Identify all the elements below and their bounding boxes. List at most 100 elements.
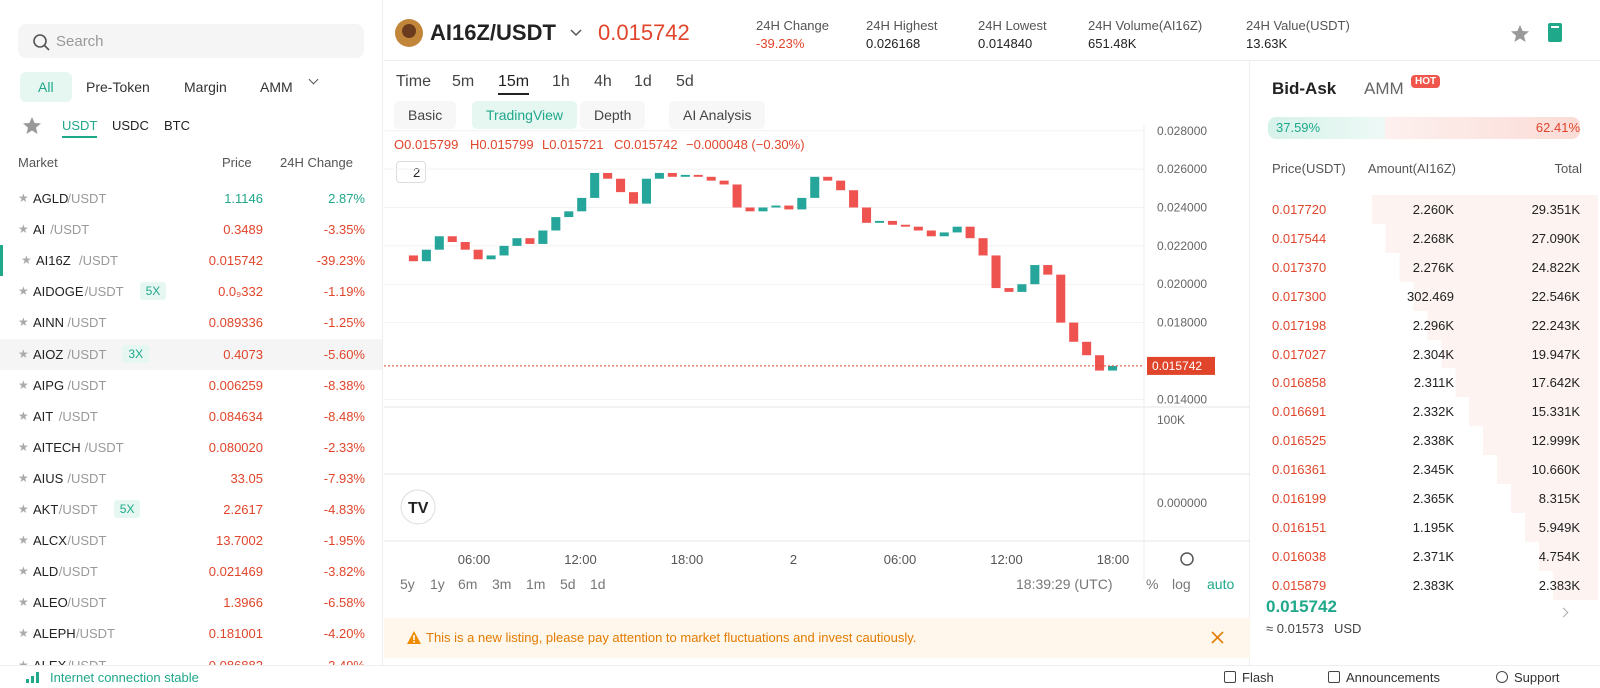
- book-row[interactable]: 0.017544 2.268K 27.090K: [1250, 223, 1598, 253]
- market-row[interactable]: ★ ALD/USDT 0.021469 -3.82%: [0, 556, 382, 587]
- interval[interactable]: Time: [396, 73, 431, 90]
- star[interactable]: ★: [18, 595, 29, 610]
- change: -2.49%: [323, 657, 365, 666]
- interval[interactable]: 1h: [552, 73, 570, 90]
- column-header[interactable]: Price: [222, 155, 252, 170]
- candle: [680, 174, 690, 177]
- market-row[interactable]: ★ AITECH/USDT 0.080020 -2.33%: [0, 432, 382, 463]
- market-tab[interactable]: AMM: [260, 79, 293, 95]
- market-row[interactable]: ★ ALEX/USDT 0.086882 -2.49%: [0, 650, 382, 666]
- view-tab[interactable]: Depth: [580, 101, 646, 129]
- book-tab[interactable]: AMM: [1364, 79, 1404, 98]
- market-tab[interactable]: Margin: [184, 79, 227, 95]
- book-row[interactable]: 0.017370 2.276K 24.822K: [1250, 252, 1598, 282]
- star[interactable]: ★: [18, 346, 29, 361]
- book-row[interactable]: 0.016361 2.345K 10.660K: [1250, 455, 1598, 485]
- book-row[interactable]: 0.016691 2.332K 15.331K: [1250, 397, 1598, 427]
- market-row[interactable]: ★ AKT/USDT 5X 2.2617 -4.83%: [0, 494, 382, 525]
- settings-icon[interactable]: [1180, 552, 1194, 566]
- book-row[interactable]: 0.016199 2.365K 8.315K: [1250, 484, 1598, 513]
- scale-option[interactable]: log: [1172, 576, 1191, 592]
- star[interactable]: ★: [18, 470, 29, 485]
- star[interactable]: ★: [18, 284, 29, 299]
- search-placeholder: Search: [56, 33, 104, 50]
- pair-dropdown[interactable]: [570, 28, 582, 38]
- close-icon[interactable]: [1211, 631, 1224, 644]
- book-row[interactable]: 0.017198 2.296K 22.243K: [1250, 310, 1598, 340]
- pair-name[interactable]: AI16Z/USDT: [430, 20, 556, 45]
- star[interactable]: ★: [18, 626, 29, 641]
- book-tab[interactable]: Bid-Ask: [1272, 79, 1337, 98]
- book-row[interactable]: 0.017720 2.260K 29.351K: [1250, 195, 1598, 224]
- star[interactable]: ★: [18, 408, 29, 423]
- market-row[interactable]: ★ AIPG/USDT 0.006259 -8.38%: [0, 370, 382, 401]
- market-row[interactable]: ★ AIOZ/USDT 3X 0.4073 -5.60%: [0, 338, 382, 370]
- market-tab[interactable]: Pre-Token: [86, 79, 150, 95]
- book-row[interactable]: 0.016151 1.195K 5.949K: [1250, 512, 1598, 542]
- market-row[interactable]: ★ AINN/USDT 0.089336 -1.25%: [0, 307, 382, 338]
- star[interactable]: ★: [18, 191, 29, 205]
- star[interactable]: ★: [18, 564, 29, 579]
- view-tab[interactable]: TradingView: [472, 101, 578, 129]
- range[interactable]: 1d: [590, 576, 606, 592]
- market-row[interactable]: ★ ALEO/USDT 1.3966 -6.58%: [0, 587, 382, 618]
- star[interactable]: ★: [18, 439, 29, 454]
- price: 1.3966: [223, 595, 263, 611]
- range[interactable]: 3m: [492, 576, 512, 592]
- book-row[interactable]: 0.017300 302.469 22.546K: [1250, 281, 1598, 311]
- book-row[interactable]: 0.017027 2.304K 19.947K: [1250, 339, 1598, 369]
- market-row[interactable]: ★ ALCX/USDT 13.7002 -1.95%: [0, 525, 382, 556]
- range[interactable]: 5y: [400, 576, 415, 592]
- book-icon[interactable]: [1546, 22, 1564, 44]
- star[interactable]: ★: [21, 253, 32, 268]
- market-row[interactable]: ★ AIDOGE/USDT 5X 0.0₉332 -1.19%: [0, 276, 382, 307]
- quote-tab[interactable]: USDT: [62, 118, 98, 138]
- market-row[interactable]: ★ AGLD/USDT 1.1146 2.87%: [0, 183, 382, 214]
- book-row[interactable]: 0.015879 2.383K 2.383K: [1250, 570, 1598, 600]
- market-row[interactable]: ★ AIUS/USDT 33.05 -7.93%: [0, 463, 382, 494]
- star[interactable]: ★: [18, 222, 29, 237]
- interval[interactable]: 1d: [634, 73, 652, 90]
- range[interactable]: 1y: [430, 576, 445, 592]
- book-row[interactable]: 0.016038 2.371K 4.754K: [1250, 541, 1598, 571]
- scale-option[interactable]: auto: [1207, 576, 1235, 592]
- chart-panel: Time 5m 15m 1h 4h 1d 5d Basic TradingView Depth A…: [384, 61, 1250, 665]
- candle: [978, 238, 988, 256]
- interval[interactable]: 5d: [676, 73, 694, 90]
- interval[interactable]: 15m: [498, 73, 530, 95]
- favorite-icon[interactable]: [22, 116, 42, 136]
- book-row[interactable]: 0.016525 2.338K 12.999K: [1250, 426, 1598, 456]
- view-tab[interactable]: Basic: [394, 101, 457, 129]
- quote-tab[interactable]: BTC: [164, 118, 190, 133]
- footer-link[interactable]: Support: [1514, 670, 1560, 685]
- column-header[interactable]: 24H Change: [280, 155, 353, 170]
- search-box[interactable]: Search: [18, 24, 364, 58]
- range[interactable]: 6m: [458, 576, 478, 592]
- market-row[interactable]: ★ AI16Z/USDT 0.015742 -39.23%: [0, 245, 382, 277]
- interval[interactable]: 5m: [452, 73, 475, 90]
- star[interactable]: ★: [18, 315, 29, 330]
- scale-option[interactable]: %: [1146, 576, 1159, 592]
- star[interactable]: ★: [18, 533, 29, 548]
- book-row[interactable]: 0.016858 2.311K 17.642K: [1250, 368, 1598, 398]
- range[interactable]: 5d: [560, 576, 576, 592]
- indicator-legend[interactable]: 2: [396, 161, 426, 183]
- interval[interactable]: 4h: [594, 73, 612, 90]
- footer-link[interactable]: Announcements: [1346, 670, 1440, 685]
- view-tab[interactable]: AI Analysis: [669, 101, 766, 129]
- ohlc-value: L0.015721: [542, 137, 604, 152]
- quote-tab[interactable]: USDC: [112, 118, 149, 133]
- stat-value: 0.026168: [866, 36, 921, 51]
- market-row[interactable]: ★ AI/USDT 0.3489 -3.35%: [0, 214, 382, 245]
- market-row[interactable]: ★ AIT/USDT 0.084634 -8.48%: [0, 401, 382, 432]
- market-row[interactable]: ★ ALEPH/USDT 0.181001 -4.20%: [0, 618, 382, 649]
- column-header[interactable]: Market: [18, 155, 58, 170]
- star[interactable]: ★: [18, 377, 29, 392]
- star[interactable]: ★: [18, 657, 29, 666]
- market-tab[interactable]: All: [20, 72, 72, 102]
- range[interactable]: 1m: [526, 576, 546, 592]
- star[interactable]: ★: [18, 502, 29, 516]
- hot-badge: HOT: [1411, 75, 1441, 88]
- footer-link[interactable]: Flash: [1242, 670, 1274, 685]
- star-icon[interactable]: [1510, 24, 1530, 44]
